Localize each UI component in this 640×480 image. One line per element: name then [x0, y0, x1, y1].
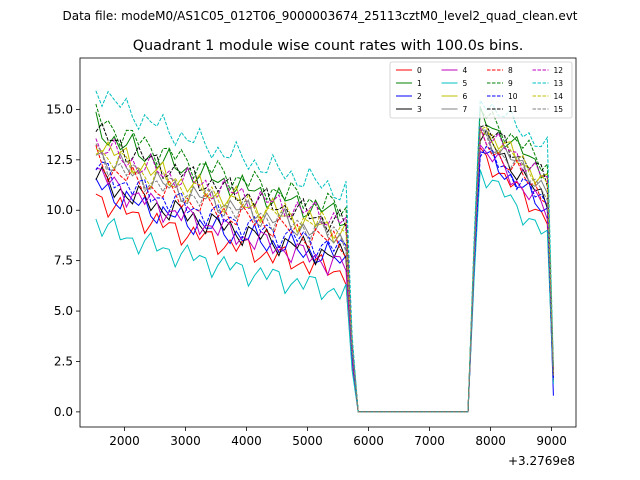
- series-line-7: [95, 129, 554, 413]
- legend-label-14: 14: [554, 92, 564, 101]
- x-tick-label: 9000: [536, 434, 567, 448]
- legend-label-8: 8: [508, 66, 513, 75]
- series-line-15: [95, 124, 554, 413]
- legend-label-7: 7: [463, 105, 468, 114]
- legend-label-5: 5: [463, 79, 468, 88]
- suptitle: Data file: modeM0/AS1C05_012T06_90000036…: [62, 9, 577, 23]
- legend-label-3: 3: [417, 105, 422, 114]
- legend-label-12: 12: [554, 66, 564, 75]
- legend-label-11: 11: [508, 105, 518, 114]
- x-tick-label: 2000: [109, 434, 140, 448]
- y-tick-label: 7.5: [54, 254, 73, 268]
- plot-frame: [79, 57, 577, 428]
- legend-label-0: 0: [417, 66, 422, 75]
- y-tick-label: 5.0: [54, 304, 73, 318]
- x-tick-label: 3000: [170, 434, 201, 448]
- legend-label-9: 9: [508, 79, 513, 88]
- legend-label-10: 10: [508, 92, 518, 101]
- plot-lines: [95, 90, 554, 413]
- legend-label-6: 6: [463, 92, 468, 101]
- legend-label-2: 2: [417, 92, 422, 101]
- series-line-0: [95, 146, 554, 413]
- legend-label-15: 15: [554, 105, 564, 114]
- y-tick-label: 0.0: [54, 405, 73, 419]
- legend-label-1: 1: [417, 79, 422, 88]
- x-tick-label: 4000: [231, 434, 262, 448]
- y-axis: 0.0 2.5 5.0 7.5 10.0 12.5 15.0: [46, 102, 80, 419]
- series-line-14: [95, 125, 554, 413]
- y-tick-label: 2.5: [54, 354, 73, 368]
- series-line-3: [95, 129, 554, 413]
- y-tick-label: 15.0: [46, 102, 73, 116]
- series-line-5: [95, 169, 554, 413]
- x-tick-label: 5000: [292, 434, 323, 448]
- x-tick-label: 6000: [353, 434, 384, 448]
- legend-label-4: 4: [463, 66, 468, 75]
- series-line-1: [95, 106, 554, 413]
- legend-label-13: 13: [554, 79, 564, 88]
- x-offset-label: +3.2769e8: [508, 454, 575, 468]
- y-tick-label: 12.5: [46, 153, 73, 167]
- series-line-2: [95, 149, 554, 413]
- series-line-10: [95, 145, 554, 413]
- chart-title: Quadrant 1 module wise count rates with …: [133, 38, 524, 54]
- x-axis: 2000 3000 4000 5000 6000 7000 8000 9000: [109, 427, 567, 448]
- y-tick-label: 10.0: [46, 203, 73, 217]
- legend-box: [389, 61, 573, 119]
- x-tick-label: 7000: [414, 434, 445, 448]
- x-tick-label: 8000: [475, 434, 506, 448]
- series-line-13: [95, 90, 554, 413]
